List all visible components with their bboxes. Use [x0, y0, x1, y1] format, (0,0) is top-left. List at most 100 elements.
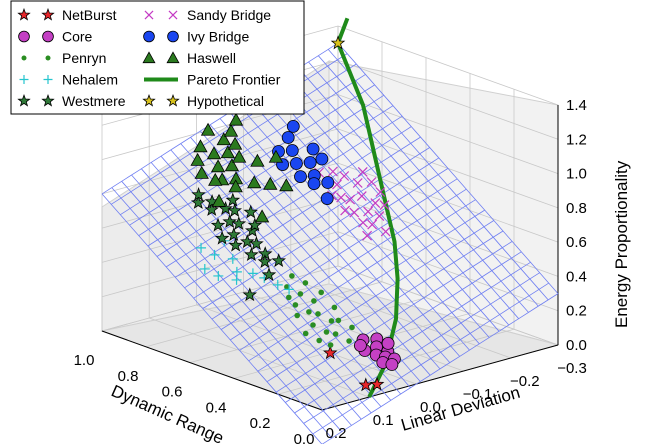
fitted-plane-surface [101, 42, 559, 444]
data-point-penryn [318, 289, 325, 296]
series-netburst [323, 345, 385, 392]
legend-marker-penryn [21, 55, 27, 61]
x-tick-label: 0.6 [162, 384, 183, 401]
x-tick-label: 0.4 [206, 399, 227, 416]
surface-mesh-line [298, 68, 520, 319]
data-point-penryn [294, 312, 301, 319]
surface-mesh-line [317, 55, 539, 307]
data-point-penryn [315, 311, 321, 317]
data-point-nehalem [196, 242, 207, 253]
data-point-penryn [316, 337, 323, 344]
y-tick-label: −0.2 [510, 373, 540, 390]
series-hypothetical [330, 35, 346, 50]
y-tick-label: −0.3 [557, 360, 587, 377]
data-point-nehalem [272, 279, 283, 290]
data-point-penryn [323, 329, 330, 335]
z-tick-label: 0.6 [566, 234, 587, 251]
surface-mesh-line [327, 49, 549, 301]
data-point-haswell [247, 175, 262, 189]
legend-label-sandy-bridge: Sandy Bridge [187, 7, 271, 23]
y-tick-label: 0.1 [373, 412, 394, 429]
data-point-nehalem [231, 274, 242, 285]
legend-label-haswell: Haswell [187, 50, 236, 66]
legend-marker-penryn [45, 55, 51, 61]
data-point-nehalem [209, 249, 220, 260]
legend-marker-hypothetical [166, 94, 180, 107]
data-point-penryn [346, 338, 352, 344]
data-markers [190, 35, 401, 392]
data-point-ivy-bridge [321, 176, 335, 189]
surface-mesh-line [258, 93, 480, 345]
legend-entry-sandy-bridge: Sandy Bridge [144, 7, 271, 23]
data-point-penryn [331, 304, 338, 311]
surface-mesh-line [121, 181, 343, 432]
data-point-ivy-bridge [294, 170, 307, 184]
grid-line-y [149, 317, 370, 398]
legend-label-core: Core [62, 29, 93, 45]
grid-line-y [337, 265, 559, 346]
data-point-penryn [302, 280, 309, 286]
data-point-haswell [210, 159, 226, 173]
data-point-core [353, 339, 367, 352]
legend: NetBurst Core Penryn Nehalem Westmere Sandy B… [10, 0, 305, 115]
series-core [353, 332, 401, 371]
data-point-sandy-bridge [370, 198, 381, 208]
data-point-nehalem [284, 284, 295, 295]
legend-marker-netburst [41, 7, 55, 21]
data-point-ivy-bridge [289, 157, 303, 170]
data-point-westmere [244, 247, 259, 262]
z-tick-label: 0.2 [566, 303, 587, 320]
data-point-penryn [335, 317, 342, 324]
grid-line-z [337, 231, 559, 312]
data-point-ivy-bridge [306, 142, 320, 156]
data-point-westmere [257, 254, 273, 269]
data-point-westmere [225, 192, 241, 207]
grid-line-x [101, 265, 339, 332]
data-point-westmere [210, 217, 226, 232]
x-tick-label: 0.8 [118, 368, 139, 385]
legend-label-penryn: Penryn [62, 50, 106, 66]
data-point-westmere [214, 230, 230, 245]
surface-mesh-line [111, 187, 333, 439]
series-nehalem [196, 235, 295, 295]
data-point-core [381, 336, 395, 350]
legend-marker-nehalem [43, 75, 53, 84]
legend-marker-nehalem [19, 75, 29, 84]
x-tick-label: 1.0 [74, 352, 95, 369]
data-point-westmere [228, 237, 243, 252]
data-point-westmere [247, 217, 263, 232]
series-westmere [190, 186, 286, 302]
surface-mesh-line [288, 74, 510, 326]
legend-entry-pareto-frontier: Pareto Frontier [144, 72, 281, 88]
x-axis-line [101, 330, 323, 411]
data-point-ivy-bridge [303, 156, 317, 169]
legend-marker-ivy-bridge [167, 30, 179, 43]
data-point-penryn [310, 322, 316, 328]
data-point-sandy-bridge [367, 219, 378, 230]
data-point-penryn [311, 298, 317, 304]
legend-marker-core [18, 30, 30, 43]
data-point-penryn [328, 318, 335, 324]
data-point-netburst [369, 376, 385, 391]
data-point-penryn [302, 330, 309, 337]
data-point-westmere [239, 234, 255, 249]
legend-frame [10, 0, 305, 115]
data-point-haswell [279, 178, 294, 192]
data-point-sandy-bridge [358, 217, 368, 228]
data-point-sandy-bridge [363, 206, 374, 217]
data-point-haswell [223, 123, 239, 137]
data-point-haswell [190, 152, 205, 166]
legend-marker-hypothetical [142, 94, 156, 107]
surface-mesh-line [268, 86, 490, 338]
data-point-haswell [250, 153, 265, 167]
surface-mesh-line [170, 149, 392, 401]
data-point-haswell [206, 146, 222, 160]
legend-marker-haswell [166, 51, 180, 64]
data-point-penryn [284, 284, 290, 290]
z-tick-label: 1.4 [566, 97, 587, 114]
data-point-sandy-bridge [356, 191, 367, 201]
data-point-haswell [216, 132, 231, 146]
data-point-nehalem [199, 263, 210, 274]
surface-mesh-line [308, 61, 529, 313]
x-tick-label: 0.2 [250, 415, 271, 432]
